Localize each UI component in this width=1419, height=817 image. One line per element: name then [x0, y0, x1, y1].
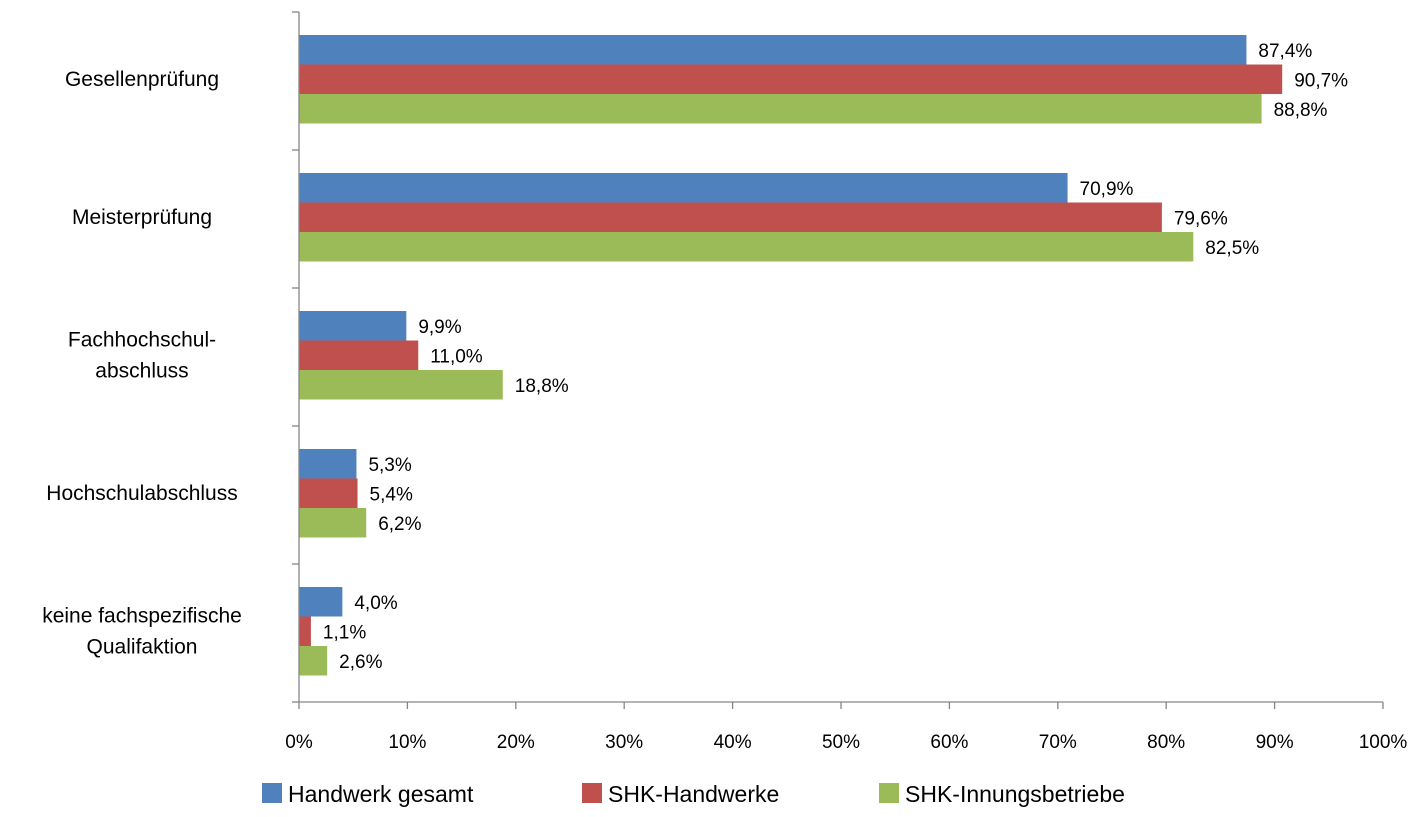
data-label-series-3-category-5: 2,6% — [339, 652, 382, 673]
bar-series-3-category-1 — [299, 94, 1262, 124]
legend-label-series-2: SHK-Handwerke — [608, 781, 779, 807]
category-label-line: keine fachspezifische — [42, 605, 242, 628]
bar-series-2-category-4 — [299, 478, 358, 508]
category-label-line: Gesellenprüfung — [65, 68, 219, 91]
bar-series-3-category-5 — [299, 646, 328, 676]
x-tick-label: 10% — [388, 732, 426, 753]
category-labels-group: Gesellenprüfung Meisterprüfung Fachhochsch… — [42, 68, 242, 659]
category-label-line: Qualifaktion — [87, 636, 198, 659]
bar-series-2-category-3 — [299, 340, 419, 370]
x-tick-label: 50% — [822, 732, 860, 753]
x-tick-label: 100% — [1359, 732, 1408, 753]
x-tick-label: 70% — [1039, 732, 1077, 753]
bar-series-3-category-3 — [299, 370, 503, 400]
data-label-series-3-category-1: 88,8% — [1274, 100, 1328, 121]
data-label-series-2-category-4: 5,4% — [370, 484, 413, 505]
bar-series-3-category-4 — [299, 508, 367, 538]
data-label-series-1-category-1: 87,4% — [1258, 41, 1312, 62]
bar-series-2-category-5 — [299, 616, 311, 646]
data-label-series-2-category-5: 1,1% — [323, 622, 366, 643]
bar-series-1-category-2 — [299, 173, 1068, 203]
x-tick-label: 40% — [714, 732, 752, 753]
category-label-line: Fachhochschul- — [68, 329, 216, 352]
bar-series-1-category-5 — [299, 587, 343, 617]
data-label-series-2-category-3: 11,0% — [430, 346, 483, 367]
bar-series-1-category-1 — [299, 35, 1247, 65]
bar-series-2-category-2 — [299, 202, 1162, 232]
legend-label-series-3: SHK-Innungsbetriebe — [905, 781, 1125, 807]
bar-series-3-category-2 — [299, 232, 1194, 262]
category-label: Meisterprüfung — [72, 206, 212, 229]
category-label-line: Meisterprüfung — [72, 206, 212, 229]
legend-swatch-series-3 — [879, 783, 899, 803]
legend: Handwerk gesamt SHK-Handwerke SHK-Innungsb… — [262, 781, 1125, 807]
x-tick-label: 90% — [1256, 732, 1294, 753]
data-label-series-3-category-3: 18,8% — [515, 376, 569, 397]
category-label-line: Hochschulabschluss — [46, 482, 237, 505]
category-label: Hochschulabschluss — [46, 482, 237, 505]
category-label: keine fachspezifische Qualifaktion — [42, 605, 242, 659]
bar-series-1-category-3 — [299, 311, 407, 341]
x-tick-label: 80% — [1147, 732, 1185, 753]
category-label: Fachhochschul-abschluss — [68, 329, 216, 383]
x-tick-label: 30% — [605, 732, 643, 753]
data-label-series-1-category-5: 4,0% — [354, 593, 397, 614]
axes-group — [292, 11, 1384, 709]
x-tick-label: 20% — [497, 732, 535, 753]
data-label-series-3-category-2: 82,5% — [1205, 238, 1259, 259]
data-label-series-3-category-4: 6,2% — [378, 514, 421, 535]
x-tick-label: 0% — [285, 732, 313, 753]
data-label-series-1-category-3: 9,9% — [418, 317, 461, 338]
category-label: Gesellenprüfung — [65, 68, 219, 91]
category-label-line: abschluss — [95, 360, 188, 383]
data-label-series-2-category-2: 79,6% — [1174, 208, 1228, 229]
bar-series-2-category-1 — [299, 64, 1283, 94]
tick-labels-group: 0% 10% 20% 30% 40% 50% 60% 70% 80% 90% 100% — [285, 732, 1407, 753]
data-label-series-1-category-4: 5,3% — [368, 455, 411, 476]
data-label-series-1-category-2: 70,9% — [1080, 179, 1134, 200]
data-label-series-2-category-1: 90,7% — [1294, 70, 1348, 91]
value-labels-group: 87,4% 70,9% 9,9% 5,3% 4,0% 90,7% 79,6% 11,0% 5,4… — [323, 41, 1348, 673]
x-tick-label: 60% — [930, 732, 968, 753]
legend-swatch-series-1 — [262, 783, 282, 803]
legend-label-series-1: Handwerk gesamt — [288, 781, 474, 807]
bar-series-1-category-4 — [299, 449, 357, 479]
legend-swatch-series-2 — [582, 783, 602, 803]
bars-group — [299, 35, 1283, 676]
